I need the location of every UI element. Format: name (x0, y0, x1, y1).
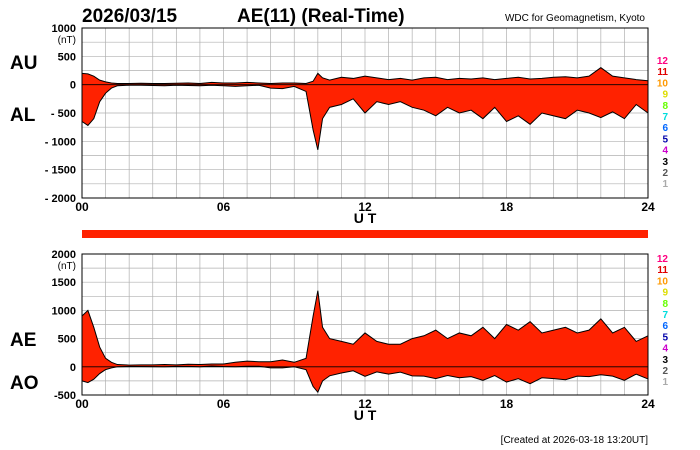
created-timestamp: [Created at 2026-03-18 13:20UT] (501, 435, 649, 446)
station-scale-label: 10 (657, 276, 669, 287)
station-scale-label: 3 (662, 355, 668, 366)
plot-frame (81, 27, 649, 199)
y-tick-label: 1500 (52, 277, 76, 289)
series-label-au: AU (10, 53, 37, 74)
y-tick-label: 500 (58, 334, 76, 346)
band-fill-au-al (82, 67, 648, 150)
y-unit-label: (nT) (58, 261, 76, 272)
y-tick-label: -500 (54, 390, 76, 402)
series-label-ae: AE (10, 330, 36, 351)
y-tick-label: 500 (58, 51, 76, 63)
station-scale-label: 6 (662, 321, 668, 332)
data-source: WDC for Geomagnetism, Kyoto (505, 13, 645, 24)
plot-date: 2026/03/15 (82, 6, 178, 27)
y-tick-label: 0 (70, 80, 76, 92)
series-line-ae (81, 290, 649, 366)
x-tick-label: 00 (75, 397, 89, 411)
station-scale-label: 6 (662, 123, 668, 134)
station-scale-label: 11 (657, 67, 668, 78)
station-scale-label: 12 (657, 254, 669, 265)
station-scale-label: 2 (662, 366, 668, 377)
station-scale-label: 3 (662, 157, 668, 168)
station-scale-label: 9 (662, 90, 668, 101)
panel-0: 1000 500 0 - 500 - 1000 - 1500 - 2000 (nT) 00 06 1… (10, 23, 655, 226)
station-scale-label: 4 (662, 146, 668, 157)
station-scale-label: 5 (662, 134, 668, 145)
x-tick-label: 24 (641, 397, 655, 411)
station-scale-label: 4 (662, 344, 668, 355)
station-scale-label: 12 (657, 56, 669, 67)
plot-title: AE(11) (Real-Time) (237, 6, 405, 27)
x-axis-title: U T (354, 407, 377, 423)
x-tick-label: 12 (358, 200, 372, 214)
station-scale-label: 8 (662, 101, 668, 112)
x-tick-label: 06 (217, 200, 231, 214)
station-scale-label: 2 (662, 168, 668, 179)
station-scale-label: 7 (662, 112, 668, 123)
y-unit-label: (nT) (58, 35, 76, 46)
series-label-ao: AO (10, 373, 39, 394)
x-tick-label: 18 (500, 200, 514, 214)
station-scale-label: 8 (662, 299, 668, 310)
y-tick-label: - 1000 (45, 136, 76, 148)
plot-frame (81, 253, 649, 396)
x-tick-label: 06 (217, 397, 231, 411)
y-tick-label: 1000 (52, 23, 76, 35)
y-tick-label: 2000 (52, 249, 76, 261)
separator-bar (82, 230, 648, 238)
x-tick-label: 12 (358, 397, 372, 411)
panel-1: 2000 1500 1000 500 0 -500 (nT) 00 06 12 18 24 U T AE A… (10, 249, 655, 423)
station-scale-label: 5 (662, 332, 668, 343)
station-scale-label: 7 (662, 310, 668, 321)
series-label-al: AL (10, 105, 36, 126)
station-scale-label: 9 (662, 288, 668, 299)
y-tick-label: - 500 (51, 108, 76, 120)
station-scale-label: 1 (662, 179, 668, 190)
x-axis-title: U T (354, 210, 377, 226)
y-tick-label: - 1500 (45, 165, 76, 177)
x-tick-label: 00 (75, 200, 89, 214)
station-scale-label: 10 (657, 78, 669, 89)
y-tick-label: - 2000 (45, 193, 76, 205)
y-tick-label: 1000 (52, 305, 76, 317)
x-tick-label: 24 (641, 200, 655, 214)
series-line-al (81, 84, 649, 150)
y-tick-label: 0 (70, 362, 76, 374)
x-tick-label: 18 (500, 397, 514, 411)
station-scale-label: 1 (662, 377, 668, 388)
series-line-au (81, 67, 649, 85)
station-scale-label: 11 (657, 265, 668, 276)
